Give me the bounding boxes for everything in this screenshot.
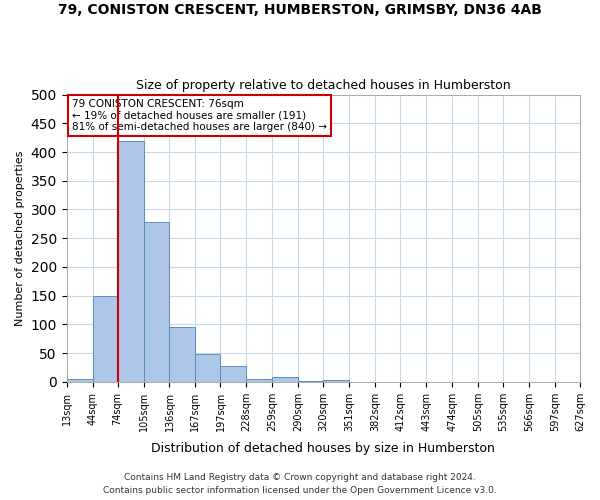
X-axis label: Distribution of detached houses by size in Humberston: Distribution of detached houses by size … [151,442,495,455]
Bar [220,366,247,382]
Text: 79 CONISTON CRESCENT: 76sqm
← 19% of detached houses are smaller (191)
81% of se: 79 CONISTON CRESCENT: 76sqm ← 19% of det… [72,99,327,132]
Bar [118,140,143,382]
Bar [92,296,118,382]
Text: Contains public sector information licensed under the Open Government Licence v3: Contains public sector information licen… [103,486,497,495]
Bar [323,380,349,382]
Bar [67,379,92,382]
Title: Size of property relative to detached houses in Humberston: Size of property relative to detached ho… [136,79,511,92]
Bar [247,379,272,382]
Text: 79, CONISTON CRESCENT, HUMBERSTON, GRIMSBY, DN36 4AB: 79, CONISTON CRESCENT, HUMBERSTON, GRIMS… [58,2,542,16]
Bar [143,222,169,382]
Bar [196,354,220,382]
Bar [169,327,196,382]
Text: Contains HM Land Registry data © Crown copyright and database right 2024.: Contains HM Land Registry data © Crown c… [124,474,476,482]
Y-axis label: Number of detached properties: Number of detached properties [15,150,25,326]
Bar [272,376,298,382]
Bar [298,380,323,382]
